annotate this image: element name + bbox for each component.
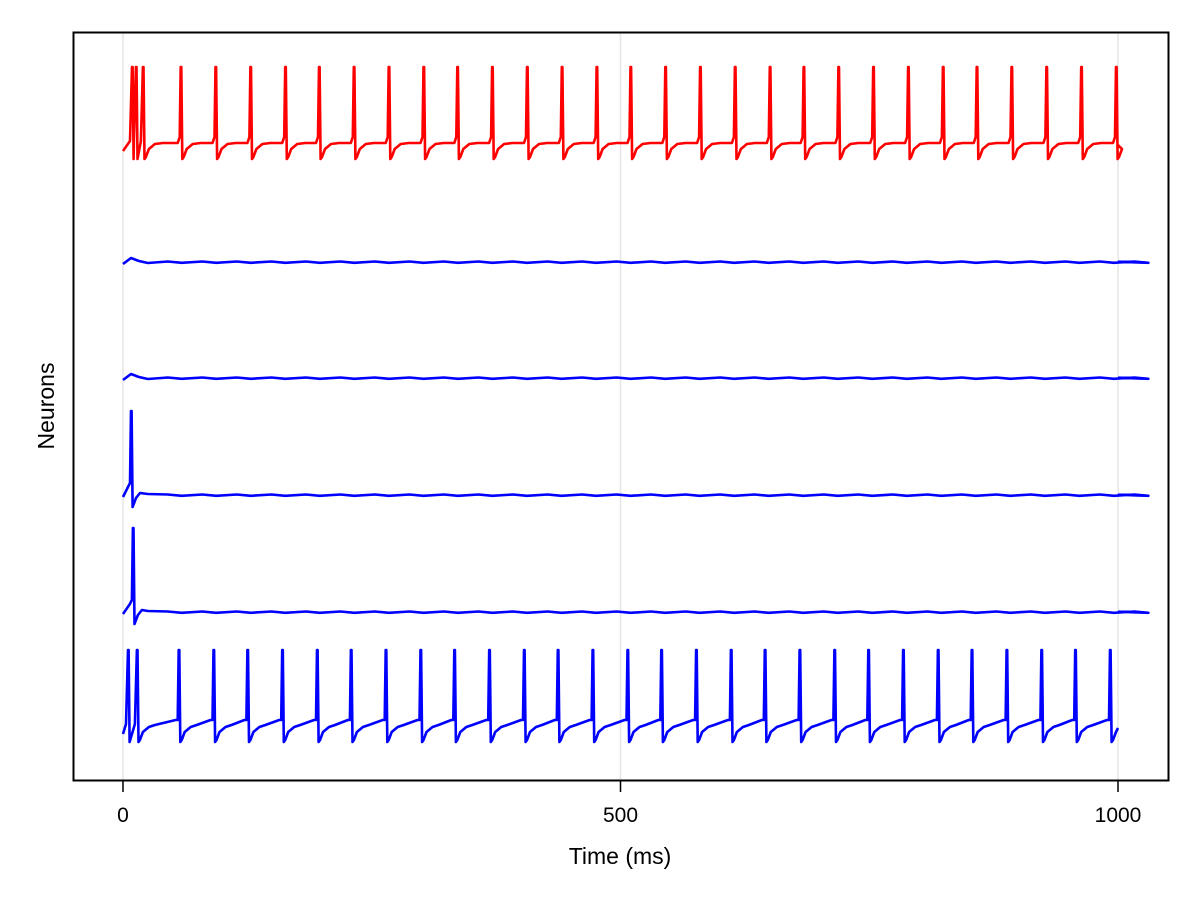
x-gridlines <box>122 33 1119 780</box>
plot-frame <box>72 31 1170 782</box>
neuron-traces <box>121 65 1150 744</box>
trace-neuron-4 <box>122 372 1150 382</box>
trace-neuron-6 <box>121 65 1124 161</box>
trace-neuron-5 <box>122 256 1150 266</box>
trace-neuron-3 <box>121 409 1150 509</box>
y-axis-label: Neurons <box>33 363 59 450</box>
trace-neuron-2 <box>121 526 1150 626</box>
x-tick-label: 1000 <box>1095 804 1142 827</box>
trace-neuron-1 <box>121 648 1120 744</box>
x-tick-label: 0 <box>117 804 129 827</box>
x-tick-label: 500 <box>603 804 638 827</box>
x-axis-ticks: 0 500 1000 <box>117 781 1141 827</box>
x-axis-label: Time (ms) <box>569 843 672 869</box>
